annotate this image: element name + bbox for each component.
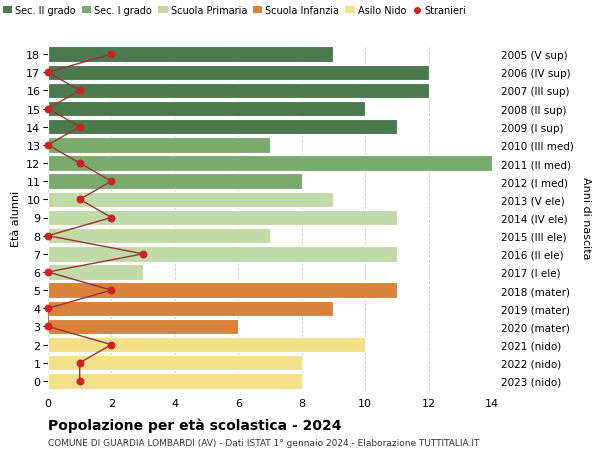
Point xyxy=(75,377,85,385)
Y-axis label: Anni di nascita: Anni di nascita xyxy=(581,177,590,259)
Point xyxy=(75,359,85,367)
Point xyxy=(75,160,85,168)
Bar xyxy=(48,156,492,171)
Bar xyxy=(48,65,428,81)
Text: COMUNE DI GUARDIA LOMBARDI (AV) - Dati ISTAT 1° gennaio 2024 - Elaborazione TUTT: COMUNE DI GUARDIA LOMBARDI (AV) - Dati I… xyxy=(48,438,479,448)
Bar xyxy=(48,47,334,63)
Bar xyxy=(48,283,397,298)
Point xyxy=(43,69,53,77)
Bar xyxy=(48,229,270,244)
Bar xyxy=(48,84,428,99)
Bar xyxy=(48,192,334,207)
Point xyxy=(43,106,53,113)
Y-axis label: Età alunni: Età alunni xyxy=(11,190,20,246)
Bar xyxy=(48,301,334,316)
Point xyxy=(107,178,116,185)
Bar xyxy=(48,265,143,280)
Bar xyxy=(48,138,270,153)
Point xyxy=(107,287,116,294)
Bar xyxy=(48,210,397,226)
Bar xyxy=(48,373,302,389)
Point xyxy=(107,51,116,59)
Text: Popolazione per età scolastica - 2024: Popolazione per età scolastica - 2024 xyxy=(48,418,341,432)
Point xyxy=(43,305,53,312)
Bar xyxy=(48,120,397,135)
Point xyxy=(75,88,85,95)
Point xyxy=(43,142,53,149)
Point xyxy=(75,124,85,131)
Point xyxy=(75,196,85,204)
Legend: Sec. II grado, Sec. I grado, Scuola Primaria, Scuola Infanzia, Asilo Nido, Stran: Sec. II grado, Sec. I grado, Scuola Prim… xyxy=(2,6,466,16)
Point xyxy=(43,323,53,330)
Point xyxy=(43,269,53,276)
Point xyxy=(139,251,148,258)
Bar xyxy=(48,246,397,262)
Bar xyxy=(48,355,302,371)
Bar xyxy=(48,101,365,117)
Bar xyxy=(48,337,365,353)
Bar xyxy=(48,319,238,335)
Point xyxy=(107,341,116,348)
Point xyxy=(107,214,116,222)
Point xyxy=(43,232,53,240)
Bar xyxy=(48,174,302,190)
